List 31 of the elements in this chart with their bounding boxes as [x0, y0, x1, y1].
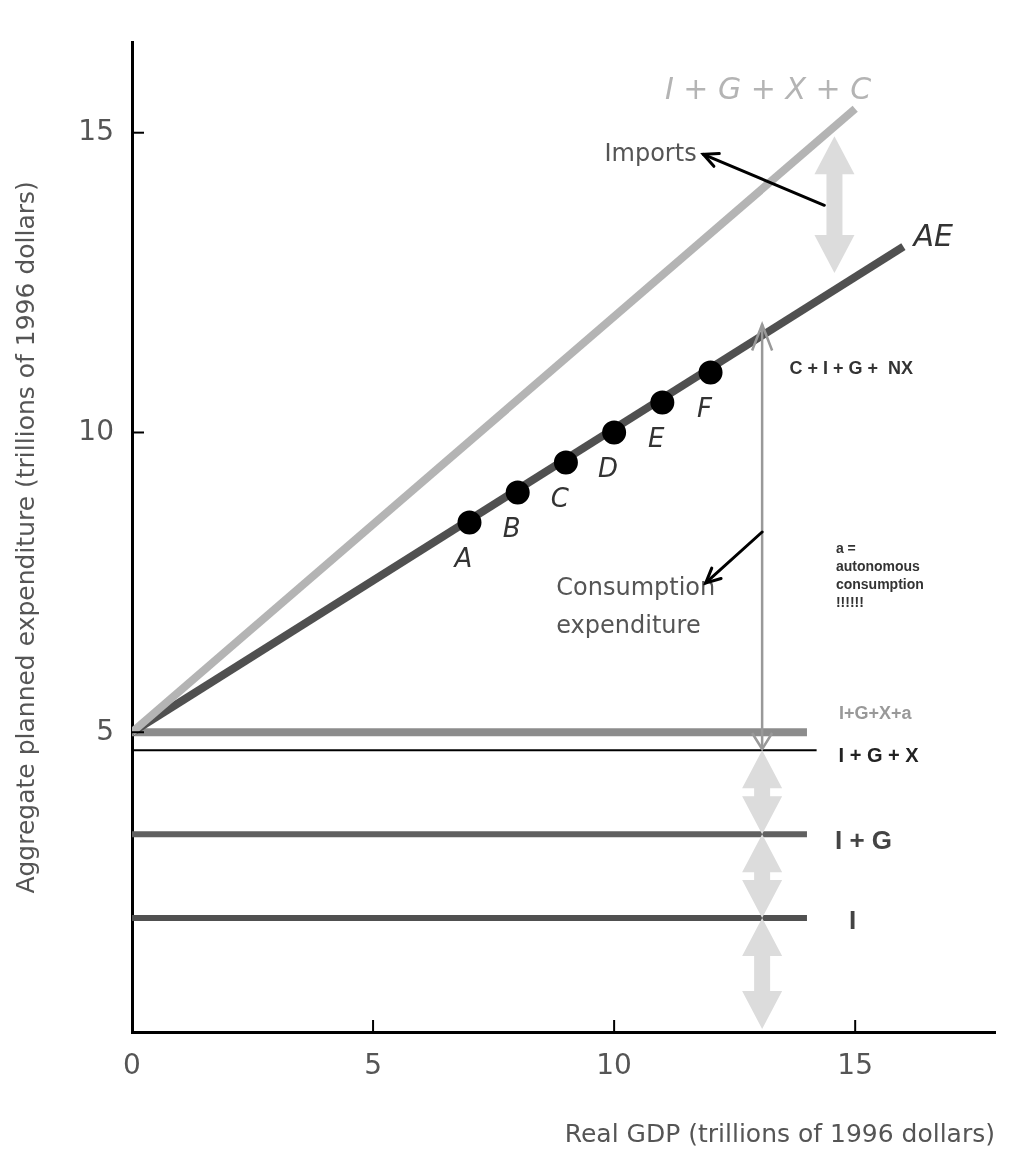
- annotation: C + I + G + NX: [789, 357, 914, 378]
- x-axis-title: Real GDP (trillions of 1996 dollars): [564, 1118, 995, 1148]
- point: [650, 390, 675, 415]
- x-tick-label: 10: [596, 1048, 632, 1082]
- series-label: AE: [911, 218, 953, 254]
- x-tick-label: 5: [364, 1048, 382, 1082]
- x-tick-label: 15: [837, 1048, 873, 1082]
- y-tick-label: 5: [96, 713, 114, 747]
- x-tick-label: 0: [123, 1048, 141, 1082]
- data-label: A: [452, 543, 473, 574]
- point: [457, 510, 482, 535]
- point: [505, 480, 530, 505]
- data-label: D: [598, 453, 619, 484]
- series-label: I + G + X: [838, 743, 920, 766]
- annotation: a = autonomous consumption !!!!!!: [835, 540, 924, 611]
- series-label: I: [848, 905, 857, 936]
- data-label: F: [697, 393, 714, 424]
- annotation: Imports: [604, 138, 697, 167]
- data-label: E: [648, 423, 666, 454]
- point: [602, 420, 627, 445]
- y-axis-title: Aggregate planned expenditure (trillions of 1996 dollars): [10, 181, 40, 894]
- series-label: I+G+X+a: [838, 703, 913, 724]
- point: [698, 360, 723, 385]
- data-label: C: [550, 483, 570, 514]
- point: [553, 450, 578, 475]
- data-label: B: [502, 513, 521, 544]
- series-label: I + G: [834, 825, 893, 856]
- annotation: Consumption expenditure: [556, 572, 716, 639]
- series-label: I + G + X + C: [664, 70, 872, 106]
- y-tick-label: 10: [78, 413, 114, 447]
- y-tick-label: 15: [78, 114, 114, 148]
